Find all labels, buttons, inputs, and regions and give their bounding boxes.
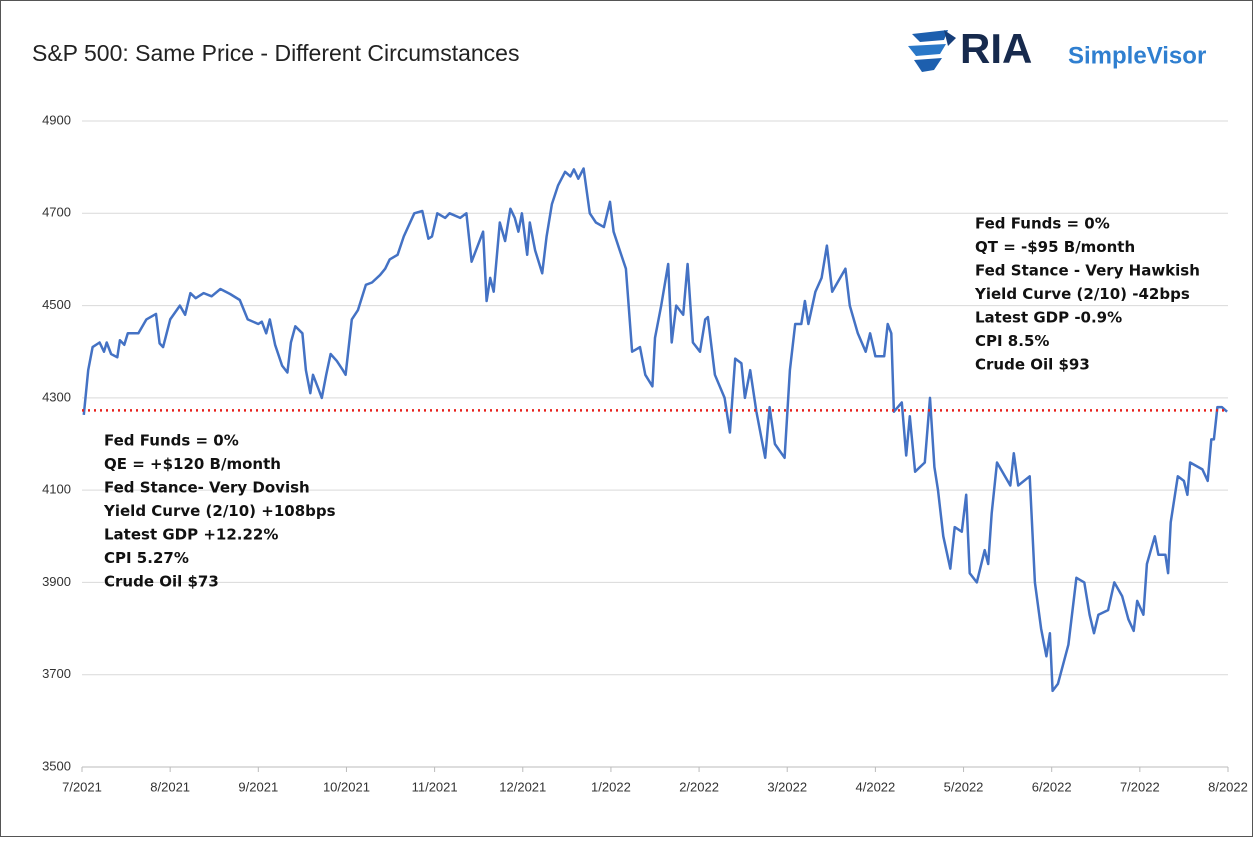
y-tick-label: 3500: [42, 758, 71, 773]
annotation-line: Fed Stance- Very Dovish: [104, 479, 310, 497]
x-tick-label: 3/2022: [767, 779, 807, 794]
logo-icon: [908, 30, 956, 72]
x-tick-label: 4/2022: [856, 779, 896, 794]
annotation-line: Crude Oil $93: [975, 356, 1090, 374]
y-tick-label: 4900: [42, 112, 71, 127]
x-tick-label: 5/2022: [944, 779, 984, 794]
logo-subtext: SimpleVisor: [1068, 42, 1206, 69]
annotation-line: Fed Funds = 0%: [975, 215, 1110, 233]
annotation-line: Latest GDP -0.9%: [975, 309, 1122, 327]
annotation-line: Crude Oil $73: [104, 573, 219, 591]
y-tick-label: 3900: [42, 574, 71, 589]
x-tick-label: 7/2022: [1120, 779, 1160, 794]
chart-title: S&P 500: Same Price - Different Circumst…: [32, 40, 519, 66]
annotation-line: QE = +$120 B/month: [104, 455, 281, 473]
annotation-line: Yield Curve (2/10) +108bps: [103, 502, 336, 520]
annotation-line: Fed Stance - Very Hawkish: [975, 262, 1200, 280]
annotation-line: Fed Funds = 0%: [104, 432, 239, 450]
x-tick-label: 8/2021: [150, 779, 190, 794]
logo-text: RIA: [960, 25, 1032, 72]
annotation-line: CPI 8.5%: [975, 332, 1049, 350]
x-tick-label: 10/2021: [323, 779, 370, 794]
y-tick-label: 4100: [42, 482, 71, 497]
x-tick-label: 6/2022: [1032, 779, 1072, 794]
price-line: [82, 167, 1228, 693]
y-tick-label: 4700: [42, 205, 71, 220]
annotation-line: QT = -$95 B/month: [975, 238, 1135, 256]
x-tick-label: 7/2021: [62, 779, 102, 794]
x-tick-label: 9/2021: [238, 779, 278, 794]
x-tick-label: 2/2022: [679, 779, 719, 794]
x-tick-label: 12/2021: [499, 779, 546, 794]
y-tick-label: 4500: [42, 297, 71, 312]
y-tick-label: 4300: [42, 389, 71, 404]
annotation-line: Latest GDP +12.22%: [104, 526, 278, 544]
x-tick-label: 11/2021: [412, 779, 458, 794]
x-tick-label: 8/2022: [1208, 779, 1248, 794]
x-tick-label: 1/2022: [591, 779, 631, 794]
annotation-line: Yield Curve (2/10) -42bps: [974, 285, 1190, 303]
y-tick-label: 3700: [42, 666, 71, 681]
annotation-line: CPI 5.27%: [104, 549, 189, 567]
